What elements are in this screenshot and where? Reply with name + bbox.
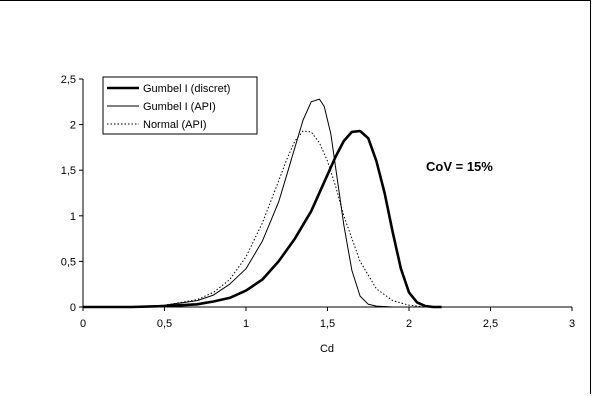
x-axis-label: Cd — [320, 343, 334, 355]
x-ticks: 0 0,5 1 1,5 2 2,5 3 — [80, 307, 575, 330]
y-tick-label: 1 — [70, 211, 76, 223]
x-tick-label: 1 — [243, 318, 249, 330]
y-tick-label: 1,5 — [61, 165, 76, 177]
series-group — [83, 98, 442, 309]
y-tick-label: 0,5 — [61, 256, 76, 268]
y-ticks: 0 0,5 1 1,5 2 2,5 — [61, 74, 83, 314]
x-tick-label: 3 — [569, 318, 575, 330]
y-tick-label: 0 — [70, 302, 76, 314]
legend-label-gumbel-api: Gumbel I (API) — [143, 101, 216, 113]
legend-label-normal-api: Normal (API) — [143, 119, 207, 131]
x-tick-label: 1,5 — [320, 318, 335, 330]
x-tick-label: 0 — [80, 318, 86, 330]
x-tick-label: 2 — [406, 318, 412, 330]
x-tick-label: 0,5 — [157, 318, 172, 330]
legend: Gumbel I (discret) Gumbel I (API) Normal… — [102, 76, 258, 135]
x-tick-label: 2,5 — [483, 318, 498, 330]
series-gumbel-api — [83, 98, 393, 308]
legend-label-gumbel-discret: Gumbel I (discret) — [143, 83, 230, 95]
y-tick-label: 2,5 — [61, 74, 76, 86]
cov-annotation: CoV = 15% — [426, 159, 493, 174]
y-tick-label: 2 — [70, 120, 76, 132]
series-gumbel-discret — [83, 129, 442, 309]
series-normal-api — [83, 130, 426, 308]
